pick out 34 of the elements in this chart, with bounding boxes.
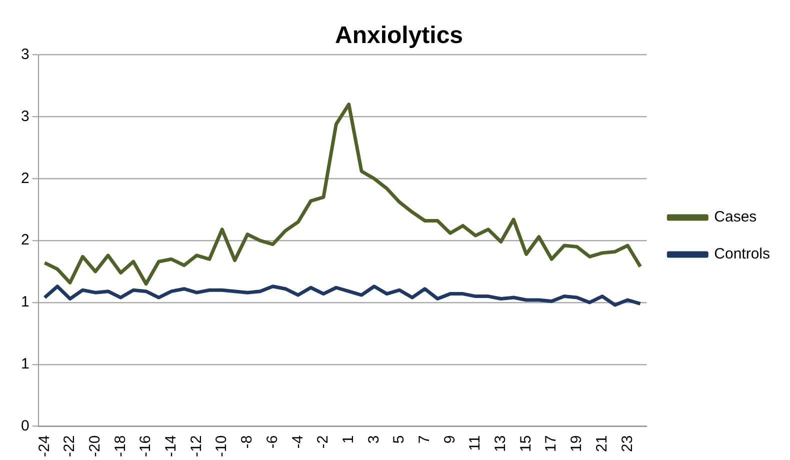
x-tick-label: 5 [390, 435, 408, 444]
y-tick-label: 3 [21, 46, 30, 63]
y-tick-label: 1 [21, 356, 30, 373]
y-tick-label: 2 [21, 232, 30, 249]
x-tick-label: -8 [238, 435, 256, 449]
y-tick-label: 1 [21, 294, 30, 311]
x-tick-label: -18 [112, 435, 129, 458]
x-tick-label: 21 [593, 435, 610, 452]
x-tick-label: 23 [618, 435, 636, 452]
x-tick-label: 3 [365, 435, 382, 444]
x-tick-label: 15 [517, 435, 534, 452]
x-tick-label: 13 [492, 435, 510, 452]
x-tick-label: -16 [137, 435, 154, 458]
x-tick-label: 11 [466, 435, 484, 451]
x-tick-label: -2 [314, 435, 332, 449]
x-tick-label: 1 [340, 435, 357, 444]
legend-label: Controls [714, 246, 770, 263]
y-tick-label: 2 [21, 170, 30, 187]
x-tick-label: 7 [416, 435, 434, 444]
y-tick-label: 0 [21, 417, 30, 434]
x-tick-label: -22 [61, 435, 78, 458]
x-tick-label: 19 [568, 435, 586, 452]
x-tick-label: -10 [213, 435, 230, 458]
x-tick-label: -12 [188, 435, 205, 458]
legend-label: Cases [714, 208, 757, 226]
x-tick-label: -6 [264, 435, 281, 449]
x-tick-label: -4 [289, 435, 306, 449]
x-tick-label: -20 [86, 435, 104, 458]
x-tick-label: 9 [441, 435, 458, 444]
chart-title: Anxiolytics [334, 22, 464, 50]
x-tick-label: -24 [36, 435, 53, 458]
x-tick-label: -14 [162, 435, 180, 458]
y-tick-label: 3 [21, 108, 30, 125]
x-tick-label: 17 [542, 435, 560, 452]
